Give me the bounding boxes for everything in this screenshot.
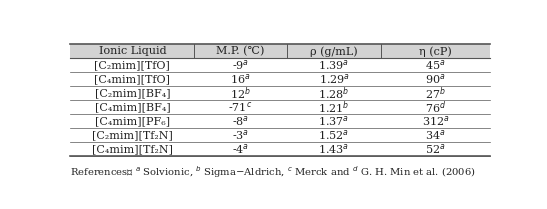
Bar [71, 72, 490, 86]
Text: 27$^{b}$: 27$^{b}$ [425, 85, 446, 102]
Text: 1.52$^{a}$: 1.52$^{a}$ [318, 128, 350, 142]
Text: M.P. (℃): M.P. (℃) [216, 46, 265, 57]
Text: [C₂mim][BF₄]: [C₂mim][BF₄] [95, 88, 170, 98]
Text: 1.37$^{a}$: 1.37$^{a}$ [318, 114, 350, 128]
Text: -4$^{a}$: -4$^{a}$ [232, 142, 249, 156]
Text: 1.21$^{b}$: 1.21$^{b}$ [318, 99, 350, 116]
Text: 1.39$^{a}$: 1.39$^{a}$ [318, 58, 350, 72]
Text: [C₄mim][BF₄]: [C₄mim][BF₄] [95, 102, 170, 112]
Text: 1.43$^{a}$: 1.43$^{a}$ [318, 142, 350, 156]
Text: η (cP): η (cP) [419, 46, 452, 57]
Text: 76$^{d}$: 76$^{d}$ [425, 99, 446, 116]
Text: [C₂mim][Tf₂N]: [C₂mim][Tf₂N] [92, 130, 173, 140]
Bar [71, 114, 490, 128]
Text: -9$^{a}$: -9$^{a}$ [232, 58, 249, 72]
Text: [C₄mim][TfO]: [C₄mim][TfO] [95, 74, 171, 84]
Text: -8$^{a}$: -8$^{a}$ [232, 114, 249, 128]
Bar [71, 86, 490, 100]
Text: -71$^{c}$: -71$^{c}$ [229, 100, 253, 114]
Text: 90$^{a}$: 90$^{a}$ [426, 72, 446, 86]
Text: 1.28$^{b}$: 1.28$^{b}$ [318, 85, 350, 102]
Text: -3$^{a}$: -3$^{a}$ [232, 128, 249, 142]
Bar [71, 58, 490, 72]
Text: Ionic Liquid: Ionic Liquid [98, 46, 166, 56]
Bar [71, 128, 490, 142]
Text: [C₄mim][Tf₂N]: [C₄mim][Tf₂N] [92, 144, 173, 154]
Text: ρ (g/mL): ρ (g/mL) [310, 46, 358, 57]
Text: 45$^{a}$: 45$^{a}$ [426, 58, 446, 72]
Text: 16$^{a}$: 16$^{a}$ [230, 72, 251, 86]
Bar [71, 44, 490, 58]
Bar [71, 142, 490, 156]
Text: 52$^{a}$: 52$^{a}$ [426, 142, 446, 156]
Text: References： $^{a}$ Solvionic, $^{b}$ Sigma−Aldrich, $^{c}$ Merck and $^{d}$ G. H: References： $^{a}$ Solvionic, $^{b}$ Sig… [71, 164, 476, 180]
Text: 12$^{b}$: 12$^{b}$ [230, 85, 251, 102]
Text: [C₄mim][PF₆]: [C₄mim][PF₆] [95, 116, 170, 126]
Text: [C₂mim][TfO]: [C₂mim][TfO] [95, 60, 170, 70]
Text: 312$^{a}$: 312$^{a}$ [422, 114, 450, 128]
Text: 1.29$^{a}$: 1.29$^{a}$ [318, 72, 349, 86]
Bar [71, 100, 490, 114]
Text: 34$^{a}$: 34$^{a}$ [426, 128, 446, 142]
